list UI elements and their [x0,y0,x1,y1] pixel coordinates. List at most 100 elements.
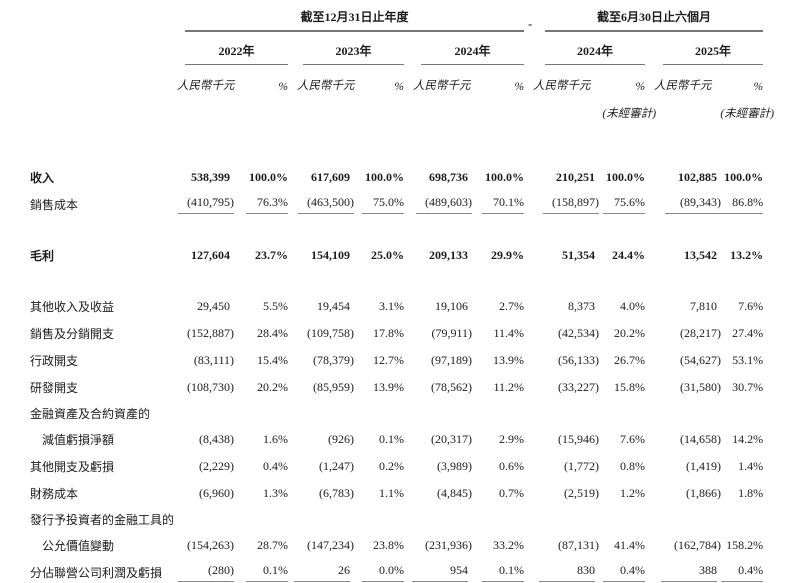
income-statement-table: 截至12月31日止年度 截至6月30日止六個月 2022年 2023年 2024… [30,0,774,583]
percent-value: 2.7% [499,299,525,313]
table-row: 金融資產及合約資產的 [30,401,763,426]
amount-value: (28,217) [680,326,722,340]
year-header-2022: 2022年 [185,42,288,65]
percent-value: 0.4% [603,563,646,582]
amount-cell: 13,542 [645,242,717,269]
percent-value: 7.6% [620,432,646,446]
percent-value: 70.1% [482,195,525,214]
percent-value: 0.4% [263,459,288,473]
amount-cell: 154,109 [288,242,350,269]
percent-cell: 11.4% [468,320,524,347]
percent-cell: 100.0% [230,164,288,191]
year-header-2025-interim: 2025年 [663,42,764,65]
currency-unit-header: 人民幣千元 [413,80,471,92]
amount-value: 127,604 [191,248,230,262]
percent-value: 0.1% [482,563,525,582]
percent-value: 53.1% [732,353,764,367]
percent-value: 28.4% [257,326,288,340]
amount-cell: (56,133) [524,347,599,374]
row-label: 行政開支 [30,354,79,368]
amount-value: (33,227) [558,380,600,394]
table-header: 截至12月31日止年度 截至6月30日止六個月 2022年 2023年 2024… [30,0,774,164]
row-label: 其他收入及收益 [30,300,115,314]
amount-cell: (89,343) [645,191,722,218]
amount-value: (2,519) [564,486,600,500]
row-label: 公允價值變動 [42,539,115,553]
currency-unit-header: 人民幣千元 [533,80,591,92]
table-row: 行政開支 (83,111) 15.4% (78,379) 12.7% (97,189) 13… [30,347,763,374]
row-label: 其他開支及虧損 [30,460,115,474]
amount-value: 26 [294,563,350,582]
amount-cell: 29,450 [168,293,230,320]
percent-value: 25.0% [371,248,404,262]
percent-value: 1.1% [379,486,404,500]
row-label: 分佔聯營公司利潤及虧損 [30,566,163,580]
table-body: 收入 538,399 100.0% 617,609 100.0% 698,736 100.0… [30,164,764,583]
amount-cell: (231,936) [404,532,472,559]
percent-cell [350,507,404,532]
percent-value: 20.2% [614,326,646,340]
percent-cell: 27.4% [717,320,763,347]
amount-value: (6,783) [319,486,354,500]
percent-cell: 17.8% [350,320,404,347]
percent-cell [350,401,404,426]
amount-value: 698,736 [429,170,468,184]
percent-cell: 24.4% [595,242,645,269]
amount-cell [288,507,350,532]
amount-cell: 8,373 [524,293,595,320]
percent-value: 1.6% [263,432,288,446]
year-header-row: 2022年 2023年 2024年 2024年 2025年 [30,32,764,65]
table-row: 其他開支及虧損 (2,229) 0.4% (1,247) 0.2% (3,989) 0.6%… [30,453,763,480]
percent-cell: 11.2% [468,374,524,401]
percent-value: 29.9% [491,248,525,262]
amount-cell: 209,133 [404,242,468,269]
amount-value: (410,795) [178,195,234,214]
percent-value: 75.0% [362,195,404,214]
percent-cell: 0.1% [468,559,525,583]
amount-value: 102,885 [678,170,718,184]
amount-cell: (14,658) [645,426,721,453]
amount-cell [404,507,468,532]
amount-cell: (4,845) [404,480,472,507]
percent-cell [230,507,288,532]
amount-cell: (8,438) [168,426,234,453]
percent-value: 0.8% [620,459,646,473]
amount-cell: 538,399 [168,164,230,191]
amount-cell: (3,989) [404,453,472,480]
percent-cell: 0.4% [230,453,288,480]
amount-cell [288,401,350,426]
amount-cell: (79,911) [404,320,472,347]
table-row: 公允價值變動 (154,263) 28.7% (147,234) 23.8% (231,9… [30,532,763,559]
amount-value: (78,562) [431,380,472,394]
row-label: 金融資產及合約資產的 [30,407,151,421]
percent-cell: 29.9% [468,242,524,269]
percent-value: 3.1% [379,299,404,313]
amount-value: (6,960) [199,486,234,500]
table-row: 收入 538,399 100.0% 617,609 100.0% 698,736 100.0… [30,164,763,191]
amount-value: 8,373 [568,299,596,313]
amount-cell: (97,189) [404,347,472,374]
amount-value: (1,772) [564,459,600,473]
amount-cell: (152,887) [168,320,234,347]
amount-value: (97,189) [431,353,472,367]
amount-value: (85,959) [313,380,354,394]
percent-cell: 20.2% [595,320,645,347]
amount-cell: 26 [288,559,350,583]
amount-cell: 51,354 [524,242,595,269]
percent-cell [595,507,645,532]
percent-cell: 76.3% [230,191,288,218]
percent-value: 30.7% [732,380,764,394]
row-label: 銷售及分銷開支 [30,327,115,341]
amount-value: (83,111) [193,353,234,367]
year-header-2023: 2023年 [303,42,404,65]
amount-value: (147,234) [307,538,354,552]
percent-value: 2.9% [499,432,525,446]
period-header-interim: 截至6月30日止六個月 [545,8,764,32]
percent-cell: 5.5% [230,293,288,320]
percent-cell: 23.7% [230,242,288,269]
percent-value: 17.8% [373,326,404,340]
percent-header: % [278,81,288,93]
amount-cell: (85,959) [288,374,354,401]
amount-cell [645,507,717,532]
amount-value: (1,866) [686,486,722,500]
